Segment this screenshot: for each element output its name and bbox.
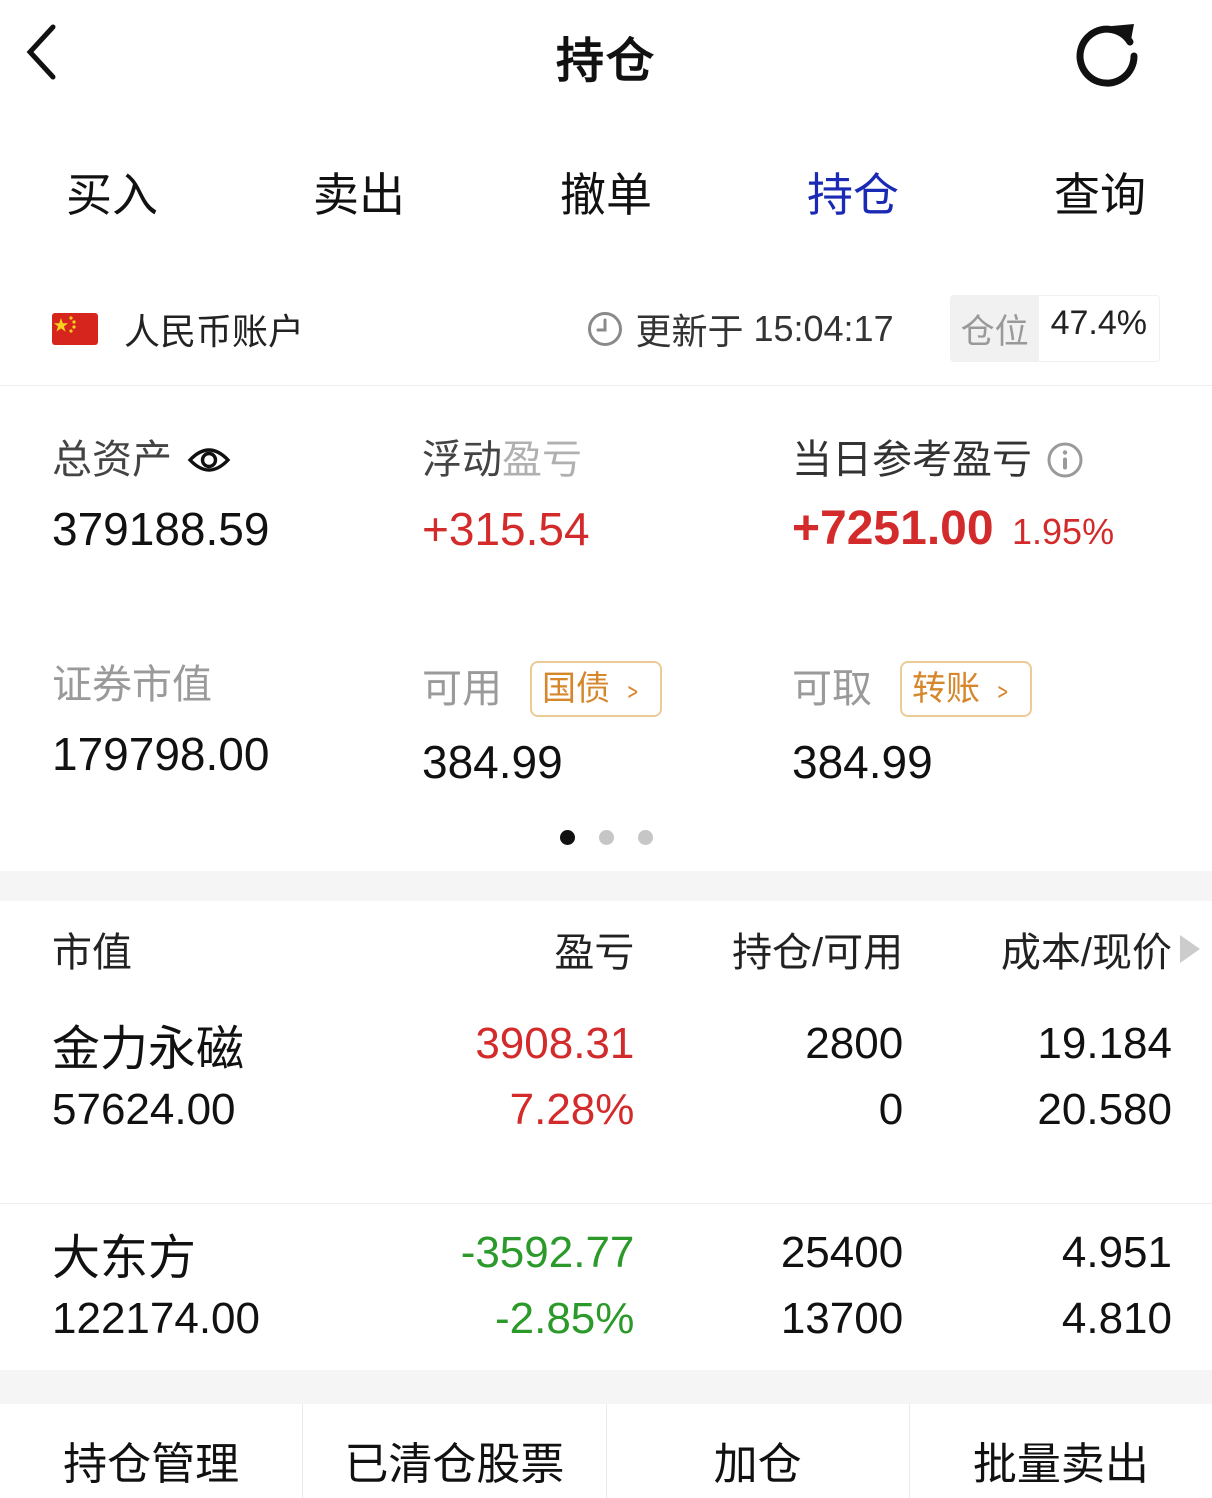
floating-pl-block: 浮动 盈亏 +315.54: [422, 436, 792, 569]
refresh-button[interactable]: [1070, 10, 1146, 94]
col-header-position-available[interactable]: 持仓/可用: [732, 931, 904, 975]
chevron-right-icon: ﹥: [991, 670, 1015, 708]
section-divider: [0, 1370, 1212, 1404]
withdrawable-label-row: 可取 转账 ﹥: [792, 661, 1160, 717]
back-button[interactable]: [24, 22, 64, 82]
available-value: 384.99: [422, 736, 563, 788]
back-chevron-icon: [24, 23, 58, 81]
available-label: 可用: [422, 667, 502, 711]
treasury-bond-badge[interactable]: 国债 ﹥: [530, 661, 662, 717]
floating-pl-label-muted: 盈亏: [502, 438, 582, 482]
stock-pl: 3908.31: [475, 1019, 635, 1068]
carousel-dot-active[interactable]: [559, 829, 575, 845]
market-value-label: 证券市值: [52, 663, 212, 707]
floating-pl-value: +315.54: [422, 503, 590, 555]
floating-pl-label-strong: 浮动: [422, 438, 502, 482]
transfer-badge-label: 转账: [912, 670, 980, 708]
bottom-action-bar: 持仓管理 已清仓股票 加仓 批量卖出: [0, 1404, 1212, 1498]
market-value-block: 证券市值 179798.00: [52, 661, 422, 791]
treasury-bond-badge-label: 国债: [542, 670, 610, 708]
add-position-button[interactable]: 加仓: [605, 1404, 909, 1498]
daily-pl-label: 当日参考盈亏: [792, 438, 1032, 482]
withdrawable-block: 可取 转账 ﹥ 384.99: [792, 661, 1160, 791]
total-assets-label: 总资产: [52, 438, 172, 482]
update-status: 更新于 15:04:17: [587, 303, 894, 355]
daily-pl-values: +7251.00 1.95%: [792, 500, 1160, 569]
available-block: 可用 国债 ﹥ 384.99: [422, 661, 792, 791]
tab-positions[interactable]: 持仓: [807, 169, 899, 221]
total-assets-label-row: 总资产: [52, 436, 422, 484]
stock-pl-percent: -2.85%: [494, 1294, 635, 1343]
eye-icon[interactable]: [186, 444, 232, 476]
tab-buy[interactable]: 买入: [66, 169, 158, 221]
cleared-stocks-button[interactable]: 已清仓股票: [302, 1404, 605, 1498]
transfer-badge[interactable]: 转账 ﹥: [900, 661, 1032, 717]
carousel-dot[interactable]: [598, 829, 614, 845]
daily-pl-value: +7251.00: [792, 502, 994, 555]
floating-pl-label-row: 浮动 盈亏: [422, 436, 792, 484]
update-label: 更新于: [635, 310, 744, 352]
tab-query[interactable]: 查询: [1054, 169, 1146, 221]
col-header-cost-price[interactable]: 成本/现价: [1000, 931, 1172, 975]
trade-tab-bar: 买入 卖出 撤单 持仓 查询: [0, 112, 1212, 272]
col-header-market-value[interactable]: 市值: [52, 931, 132, 975]
total-assets-block: 总资产 379188.59: [52, 436, 422, 569]
holding-row[interactable]: 金力永磁 3908.31 2800 19.184 57624.00 7.28% …: [0, 997, 1212, 1203]
section-divider: [0, 871, 1212, 901]
available-label-row: 可用 国债 ﹥: [422, 661, 792, 717]
total-assets-value: 379188.59: [52, 503, 270, 555]
tab-cancel-order[interactable]: 撤单: [560, 169, 652, 221]
stock-cost: 4.951: [1061, 1228, 1172, 1277]
position-manage-button[interactable]: 持仓管理: [63, 1439, 240, 1489]
stock-price: 20.580: [1037, 1085, 1172, 1134]
stock-name: 大东方: [52, 1232, 197, 1285]
stock-market-value: 57624.00: [52, 1085, 236, 1134]
stock-position: 25400: [780, 1228, 904, 1277]
daily-pl-percent: 1.95%: [1012, 511, 1115, 552]
carousel-dot[interactable]: [637, 829, 653, 845]
daily-pl-label-row: 当日参考盈亏: [792, 436, 1160, 484]
withdrawable-value: 384.99: [792, 736, 933, 788]
header-more-arrow-icon[interactable]: [1172, 935, 1200, 963]
refresh-icon: [1072, 12, 1144, 92]
position-ratio-label: 仓位: [950, 296, 1039, 361]
stock-cost: 19.184: [1037, 1019, 1172, 1068]
page-title: 持仓: [555, 35, 656, 88]
tab-sell[interactable]: 卖出: [313, 169, 405, 221]
carousel-dots: [52, 829, 1160, 845]
clock-icon: [587, 311, 623, 347]
position-ratio-badge[interactable]: 仓位 47.4%: [949, 295, 1160, 362]
stock-pl: -3592.77: [460, 1228, 635, 1277]
info-icon[interactable]: [1046, 441, 1084, 479]
account-row: 人民币账户 更新于 15:04:17 仓位 47.4%: [0, 272, 1212, 386]
china-flag-icon: [52, 312, 98, 345]
stock-market-value: 122174.00: [52, 1294, 260, 1343]
asset-summary: 总资产 379188.59 浮动 盈亏 +315.54 当日参考盈亏: [0, 436, 1212, 845]
col-header-pl[interactable]: 盈亏: [554, 931, 635, 975]
stock-available: 13700: [780, 1294, 904, 1343]
holding-row[interactable]: 大东方 -3592.77 25400 4.951 122174.00 -2.85…: [0, 1203, 1212, 1370]
market-value-value: 179798.00: [52, 728, 270, 780]
stock-name: 金力永磁: [52, 1023, 245, 1076]
update-time: 15:04:17: [753, 307, 894, 349]
stock-available: 0: [878, 1085, 904, 1134]
position-ratio-value: 47.4%: [1038, 296, 1159, 361]
top-bar: 持仓: [0, 0, 1212, 112]
stock-price: 4.810: [1061, 1294, 1172, 1343]
withdrawable-label: 可取: [792, 667, 872, 711]
stock-pl-percent: 7.28%: [509, 1085, 635, 1134]
stock-position: 2800: [805, 1019, 904, 1068]
holdings-table-header: 市值 盈亏 持仓/可用 成本/现价: [0, 901, 1212, 997]
daily-pl-block: 当日参考盈亏 +7251.00 1.95%: [792, 436, 1160, 569]
batch-sell-button[interactable]: 批量卖出: [908, 1404, 1212, 1498]
account-name[interactable]: 人民币账户: [124, 310, 305, 352]
chevron-right-icon: ﹥: [621, 670, 645, 708]
